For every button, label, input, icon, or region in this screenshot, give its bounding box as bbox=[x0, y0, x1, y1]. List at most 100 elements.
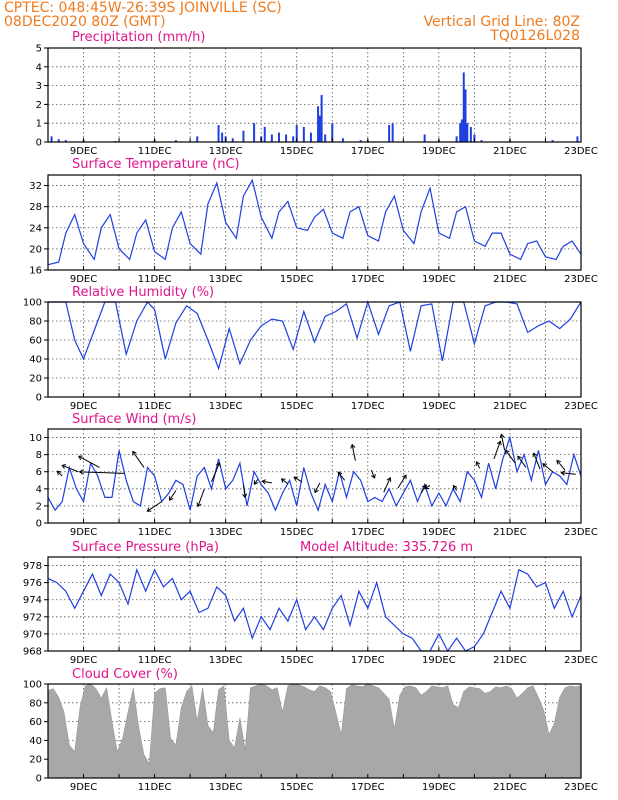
wind-vector-head bbox=[280, 478, 286, 483]
temperature-date-label: 15DEC bbox=[280, 274, 314, 285]
wind-vector-head bbox=[496, 440, 502, 446]
humidity-date-label: 11DEC bbox=[138, 401, 172, 412]
wind-date-label: 23DEC bbox=[564, 527, 598, 538]
wind-date-label: 9DEC bbox=[70, 527, 97, 538]
pressure-date-label: 21DEC bbox=[493, 655, 527, 666]
wind-vector bbox=[517, 455, 527, 468]
wind-vector bbox=[210, 462, 220, 483]
wind-vector-head bbox=[402, 474, 407, 480]
temperature-title: Surface Temperature (nC) bbox=[72, 157, 240, 172]
pressure-date-label: 15DEC bbox=[280, 655, 314, 666]
wind-vector bbox=[57, 470, 63, 477]
pressure-date-label: 23DEC bbox=[564, 655, 598, 666]
wind-vector bbox=[197, 488, 205, 507]
temperature-ytick-label: 28 bbox=[29, 202, 42, 213]
wind-date-label: 17DEC bbox=[351, 527, 385, 538]
precip-bar bbox=[462, 72, 465, 142]
wind-vector-head bbox=[556, 459, 561, 465]
temperature-series-line bbox=[47, 178, 582, 266]
wind-date-label: 15DEC bbox=[280, 527, 314, 538]
temperature-panel: 16 20 24 28 32 9DEC 11DEC 13DEC 15DEC 17DEC 19DEC 2… bbox=[29, 174, 598, 285]
temperature-date-label: 17DEC bbox=[351, 274, 385, 285]
wind-vector-head bbox=[499, 433, 505, 439]
cloud-area bbox=[47, 683, 582, 779]
wind-vector-head bbox=[253, 480, 259, 485]
wind-vector-head bbox=[475, 461, 481, 466]
precip-date-label: 23DEC bbox=[564, 146, 598, 157]
cloud-ytick-label: 20 bbox=[29, 755, 42, 766]
precip-bar bbox=[324, 134, 327, 142]
pressure-date-label: 17DEC bbox=[351, 655, 385, 666]
wind-vector bbox=[132, 451, 145, 468]
wind-vector-head bbox=[132, 450, 137, 456]
precip-bar bbox=[464, 89, 467, 142]
precip-date-label: 17DEC bbox=[351, 146, 385, 157]
wind-vector bbox=[337, 471, 346, 481]
header-station: CPTEC: 048:45W-26:39S JOINVILLE (SC) bbox=[4, 0, 282, 16]
wind-vector-head bbox=[424, 484, 430, 490]
wind-vector-head bbox=[371, 474, 376, 479]
pressure-ytick-label: 968 bbox=[23, 647, 42, 658]
precip-bar bbox=[317, 106, 320, 142]
cloud-panel: 0 20 40 60 80 100 9DEC 11DEC 13DEC 15DEC 17DEC 19DE… bbox=[23, 680, 598, 794]
precip-bar bbox=[388, 125, 391, 142]
cloud-ytick-label: 0 bbox=[36, 774, 42, 785]
precip-bar bbox=[277, 132, 280, 142]
wind-vector bbox=[397, 474, 407, 489]
wind-vector-head bbox=[77, 455, 83, 460]
precip-bar bbox=[270, 134, 273, 142]
cloud-frame bbox=[47, 683, 582, 779]
temperature-date-label: 23DEC bbox=[564, 274, 598, 285]
wind-vector-head bbox=[560, 470, 566, 476]
humidity-ytick-label: 40 bbox=[29, 355, 42, 366]
wind-vector-head bbox=[261, 479, 267, 485]
temperature-date-label: 11DEC bbox=[138, 274, 172, 285]
precip-bar bbox=[318, 115, 321, 142]
precip-ytick-label: 2 bbox=[36, 100, 42, 111]
cloud-ytick-label: 40 bbox=[29, 736, 42, 747]
humidity-series-line bbox=[48, 299, 582, 371]
pressure-panel: 968 970 972 974 976 978 9DEC 11DEC 13DEC 15DEC 17D… bbox=[23, 556, 598, 666]
pressure-date-label: 19DEC bbox=[422, 655, 456, 666]
temperature-ytick-label: 24 bbox=[29, 223, 42, 234]
humidity-date-label: 13DEC bbox=[209, 401, 243, 412]
precip-bar bbox=[341, 138, 344, 142]
precip-bar bbox=[551, 140, 554, 142]
temperature-date-label: 21DEC bbox=[493, 274, 527, 285]
wind-vector bbox=[533, 452, 541, 470]
wind-vector bbox=[78, 455, 100, 468]
pressure-date-label: 9DEC bbox=[70, 655, 97, 666]
wind-ytick-label: 4 bbox=[36, 484, 42, 495]
precip-ytick-label: 5 bbox=[36, 44, 42, 55]
pressure-ytick-label: 978 bbox=[23, 561, 42, 572]
cloud-date-label: 21DEC bbox=[493, 782, 527, 793]
precip-bar bbox=[221, 132, 224, 142]
temperature-ytick-label: 20 bbox=[29, 244, 42, 255]
humidity-title: Relative Humidity (%) bbox=[72, 285, 214, 300]
wind-vector bbox=[281, 478, 289, 485]
precip-ytick-label: 3 bbox=[36, 81, 42, 92]
humidity-date-label: 17DEC bbox=[351, 401, 385, 412]
precip-bar bbox=[459, 123, 462, 142]
pressure-ytick-label: 974 bbox=[23, 595, 42, 606]
wind-ytick-label: 8 bbox=[36, 450, 42, 461]
wind-vector-head bbox=[337, 471, 343, 477]
humidity-date-label: 9DEC bbox=[70, 401, 97, 412]
precip-bar bbox=[295, 125, 298, 142]
cloud-date-label: 11DEC bbox=[138, 782, 172, 793]
precip-panel: 0 1 2 3 4 5 9DEC 11DEC 13DEC 15DEC 17DEC 19DEC 21DEC… bbox=[36, 44, 598, 158]
cloud-ytick-label: 60 bbox=[29, 717, 42, 728]
precip-date-label: 13DEC bbox=[209, 146, 243, 157]
wind-vector bbox=[169, 490, 177, 501]
pressure-ytick-label: 970 bbox=[23, 629, 42, 640]
pressure-date-label: 11DEC bbox=[138, 655, 172, 666]
precip-date-label: 15DEC bbox=[280, 146, 314, 157]
wind-vector-head bbox=[505, 449, 510, 455]
precip-bar bbox=[460, 119, 463, 142]
wind-vector bbox=[500, 434, 506, 451]
precip-bar bbox=[285, 134, 288, 142]
precip-bar bbox=[480, 140, 483, 142]
header-code: TQ0126L028 bbox=[489, 28, 580, 44]
pressure-ytick-label: 972 bbox=[23, 612, 42, 623]
wind-vector-head bbox=[196, 502, 202, 508]
